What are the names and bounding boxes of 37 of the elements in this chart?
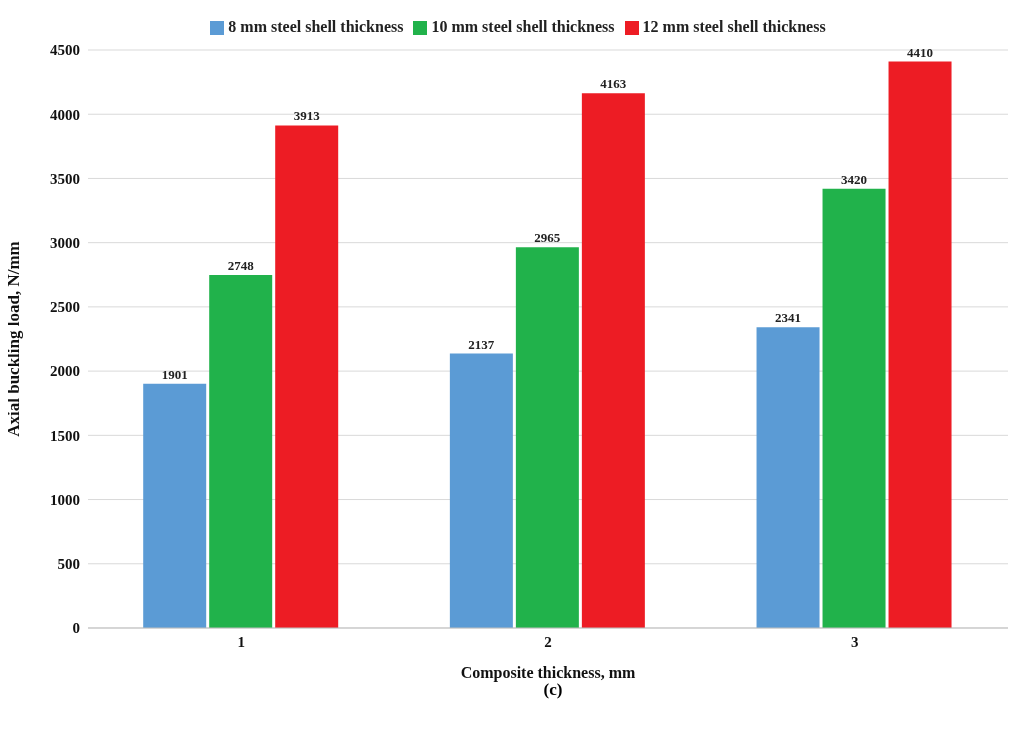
data-label: 2965 [534, 230, 561, 246]
x-axis-title: Composite thickness, mm [460, 664, 636, 682]
bar [209, 275, 273, 628]
y-tick-label: 1500 [50, 427, 80, 444]
bar [822, 188, 886, 628]
y-tick-label: 4000 [50, 106, 80, 123]
legend-label: 12 mm steel shell thickness [642, 18, 826, 35]
bar [515, 247, 579, 628]
y-tick-label: 2500 [50, 299, 80, 316]
bar [275, 125, 339, 628]
data-label: 4410 [907, 44, 934, 60]
data-label: 2341 [775, 310, 802, 326]
y-tick-label: 1000 [50, 491, 80, 508]
bar [756, 327, 820, 628]
y-tick-label: 3500 [50, 170, 80, 187]
y-tick-label: 0 [72, 620, 80, 637]
x-tick-label: 1 [237, 633, 246, 650]
x-tick-label: 3 [850, 633, 859, 650]
y-tick-label: 3000 [50, 234, 80, 251]
data-label: 1901 [161, 366, 188, 382]
bar [888, 61, 952, 628]
bar [449, 353, 513, 628]
x-tick-label: 2 [544, 633, 552, 650]
bar [581, 93, 645, 628]
legend-label: 8 mm steel shell thickness [228, 18, 404, 35]
data-label: 3420 [841, 171, 868, 187]
y-tick-label: 2000 [50, 363, 80, 380]
data-label: 2748 [227, 258, 255, 274]
data-label: 3913 [293, 108, 321, 124]
legend-label: 10 mm steel shell thickness [431, 18, 615, 35]
y-tick-label: 500 [57, 556, 80, 573]
text: (c) [542, 680, 564, 700]
y-tick-label: 4500 [50, 42, 80, 59]
data-label: 2137 [468, 336, 495, 352]
y-axis-title: Axial buckling load, N/mm [4, 241, 24, 437]
data-label: 4163 [600, 76, 627, 92]
bar [143, 383, 207, 628]
